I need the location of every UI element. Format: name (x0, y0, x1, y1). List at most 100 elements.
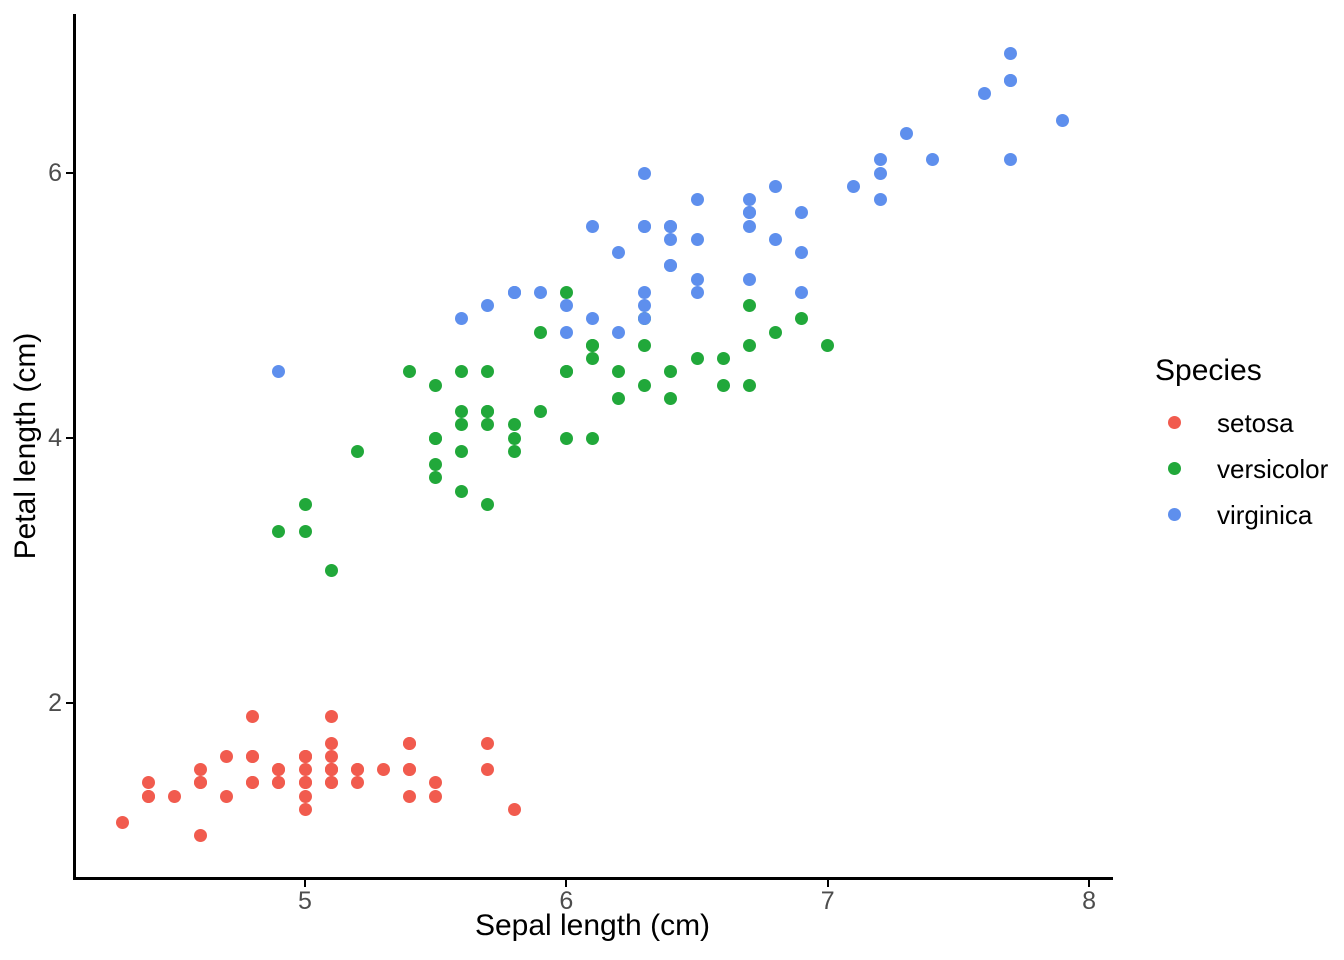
x-tick-label: 5 (298, 887, 312, 915)
data-point-versicolor (742, 338, 756, 352)
data-point-setosa (350, 776, 364, 790)
data-point-virginica (742, 272, 756, 286)
data-point-versicolor (612, 365, 626, 379)
data-point-versicolor (533, 325, 547, 339)
data-point-versicolor (716, 352, 730, 366)
data-point-versicolor (324, 564, 338, 578)
data-point-setosa (115, 816, 129, 830)
data-point-virginica (559, 325, 573, 339)
data-point-setosa (272, 776, 286, 790)
data-point-virginica (1004, 153, 1018, 167)
data-point-setosa (376, 763, 390, 777)
data-point-virginica (768, 179, 782, 193)
data-point-virginica (1004, 73, 1018, 87)
data-point-virginica (664, 259, 678, 273)
data-point-versicolor (429, 458, 443, 472)
data-point-virginica (638, 219, 652, 233)
data-point-versicolor (586, 431, 599, 445)
x-tick-mark (826, 880, 829, 887)
data-point-setosa (429, 789, 443, 803)
data-point-virginica (690, 232, 704, 246)
x-axis-line (73, 877, 1113, 880)
data-point-virginica (690, 285, 704, 299)
y-axis-line (73, 14, 76, 880)
data-point-versicolor (507, 431, 521, 445)
data-point-virginica (586, 219, 599, 233)
data-point-virginica (795, 246, 809, 260)
data-point-setosa (324, 776, 338, 790)
data-point-versicolor (455, 444, 469, 458)
data-point-virginica (664, 219, 678, 233)
y-tick-mark (66, 437, 73, 440)
data-point-versicolor (559, 285, 573, 299)
data-point-setosa (193, 829, 207, 843)
data-point-versicolor (586, 352, 599, 366)
data-point-setosa (324, 749, 338, 763)
data-point-versicolor (403, 365, 417, 379)
data-point-virginica (742, 219, 756, 233)
data-point-setosa (141, 776, 155, 790)
data-point-virginica (873, 193, 887, 207)
data-point-setosa (167, 789, 181, 803)
legend: Species setosa versicolor virginica (1155, 354, 1328, 548)
data-point-setosa (298, 802, 312, 816)
data-point-setosa (193, 776, 207, 790)
data-point-versicolor (481, 418, 495, 432)
data-point-setosa (272, 763, 286, 777)
data-point-versicolor (350, 444, 364, 458)
data-point-virginica (612, 246, 626, 260)
legend-item-versicolor: versicolor (1155, 456, 1328, 482)
data-point-virginica (533, 285, 547, 299)
data-point-setosa (507, 802, 521, 816)
data-point-setosa (298, 789, 312, 803)
data-point-versicolor (612, 391, 626, 405)
y-tick-mark (66, 172, 73, 175)
y-tick-label: 2 (48, 689, 62, 718)
data-point-versicolor (298, 524, 312, 538)
data-point-virginica (690, 272, 704, 286)
data-point-setosa (481, 736, 495, 750)
data-point-setosa (220, 789, 234, 803)
data-point-versicolor (664, 391, 678, 405)
data-point-virginica (899, 126, 913, 140)
y-axis-title: Petal length (cm) (9, 332, 42, 560)
data-point-versicolor (586, 338, 599, 352)
x-tick-mark (565, 880, 568, 887)
data-point-virginica (768, 232, 782, 246)
y-tick-mark (66, 702, 73, 705)
x-tick-label: 7 (820, 887, 835, 915)
data-point-versicolor (429, 378, 443, 392)
data-point-virginica (638, 166, 652, 180)
data-point-virginica (1004, 47, 1018, 61)
versicolor-point-icon (1168, 462, 1181, 475)
data-point-virginica (455, 312, 469, 326)
data-point-versicolor (429, 431, 443, 445)
x-tick-mark (304, 880, 306, 887)
data-point-versicolor (455, 365, 469, 379)
data-point-setosa (324, 736, 338, 750)
setosa-point-icon (1168, 416, 1181, 429)
data-point-versicolor (507, 418, 521, 432)
data-point-versicolor (559, 365, 573, 379)
data-point-versicolor (742, 378, 756, 392)
x-tick-mark (1088, 880, 1091, 887)
data-point-virginica (847, 179, 861, 193)
data-point-setosa (220, 749, 234, 763)
data-point-setosa (403, 789, 417, 803)
data-point-setosa (429, 776, 443, 790)
data-point-setosa (403, 763, 417, 777)
data-point-virginica (795, 285, 809, 299)
data-point-virginica (586, 312, 599, 326)
data-point-virginica (742, 206, 756, 220)
data-point-versicolor (429, 471, 443, 485)
data-point-setosa (324, 710, 338, 724)
data-point-virginica (978, 87, 992, 101)
data-point-versicolor (455, 405, 469, 419)
data-point-setosa (246, 710, 260, 724)
data-point-versicolor (559, 431, 573, 445)
data-point-virginica (481, 299, 495, 313)
legend-label-virginica: virginica (1217, 499, 1313, 530)
y-tick-label: 4 (48, 424, 62, 453)
data-point-setosa (298, 749, 312, 763)
